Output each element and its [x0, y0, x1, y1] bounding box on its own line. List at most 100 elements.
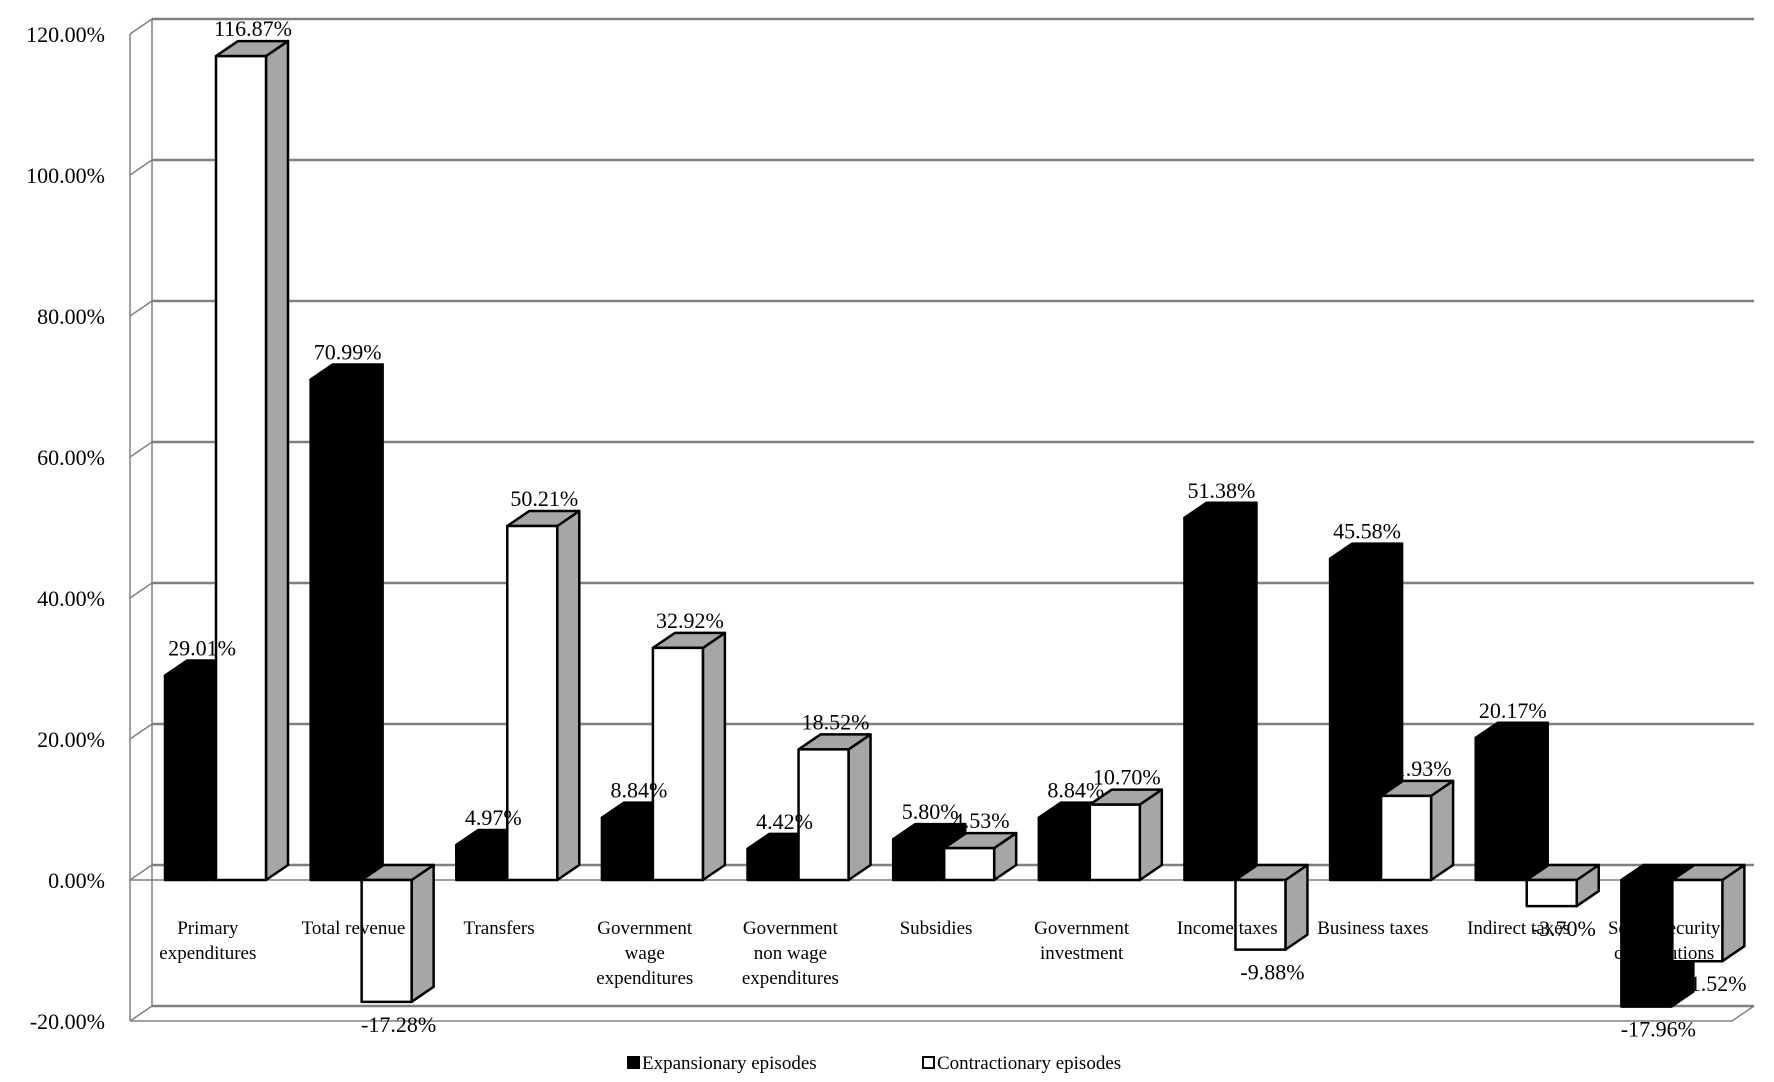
data-label: 116.87%	[214, 16, 292, 41]
contractionary-bar-side	[1429, 779, 1455, 882]
expansionary-bar-front	[309, 378, 362, 882]
data-label: 70.99%	[314, 340, 382, 365]
category-label: Transfers	[464, 918, 535, 939]
category-label: Government investment	[1034, 918, 1130, 964]
expansionary-bar-front	[746, 847, 799, 882]
contractionary-bar	[942, 831, 1018, 882]
y-tick-label: -20.00%	[30, 1009, 105, 1034]
category-label: Government non wage expenditures	[742, 918, 839, 989]
floor-side-edge	[1731, 1005, 1755, 1022]
expansionary-bar-front	[891, 837, 945, 882]
data-label: 11.93%	[1385, 756, 1452, 781]
contractionary-bar	[360, 863, 435, 1004]
data-label: 51.38%	[1188, 478, 1256, 503]
data-label: 8.84%	[610, 778, 667, 803]
expansionary-bar-side	[359, 363, 384, 882]
contractionary-bar-front	[1525, 878, 1578, 908]
contractionary-bar-front	[1088, 803, 1142, 882]
category-label: Subsidies	[900, 918, 973, 939]
contractionary-bar-front	[651, 646, 705, 882]
data-label: 20.17%	[1479, 698, 1547, 723]
expansionary-bar	[309, 363, 384, 882]
category-label: Business taxes	[1317, 918, 1428, 939]
contractionary-bar-side	[847, 733, 872, 882]
y-tick-label: 40.00%	[37, 586, 105, 611]
expansionary-bar	[1474, 721, 1549, 882]
legend-label-contractionary: Contractionary episodes	[937, 1053, 1121, 1074]
category-label: Income taxes	[1177, 918, 1278, 939]
expansionary-bar	[1183, 501, 1258, 882]
contractionary-bar-side	[701, 631, 727, 882]
y-tick-label: 60.00%	[37, 445, 105, 470]
contractionary-bar-front	[797, 748, 850, 882]
data-label: 4.53%	[953, 808, 1010, 833]
contractionary-bar-front	[1671, 878, 1724, 963]
contractionary-bar	[797, 733, 872, 882]
data-label: -9.88%	[1240, 960, 1304, 985]
data-label: 32.92%	[656, 608, 724, 633]
legend-swatch-contractionary	[922, 1056, 935, 1069]
expansionary-bar-front	[1037, 816, 1091, 882]
contractionary-bar-side	[1721, 863, 1746, 963]
data-label: 18.52%	[802, 709, 870, 734]
expansionary-bar-side	[1524, 721, 1549, 882]
category-label: Primary expenditures	[159, 918, 256, 964]
contractionary-bar	[1525, 863, 1600, 908]
contractionary-bar	[506, 509, 581, 882]
expansionary-bar-front	[163, 674, 217, 882]
data-label: 4.97%	[465, 805, 522, 830]
contractionary-bar-side	[556, 509, 581, 882]
expansionary-bar-side	[1233, 501, 1258, 882]
data-label: -17.96%	[1621, 1017, 1696, 1042]
gridline-depth	[129, 582, 153, 599]
y-tick-label: 80.00%	[37, 304, 105, 329]
category-label: Social security contributions	[1608, 918, 1721, 964]
data-label: 50.21%	[510, 486, 578, 511]
gridline-depth	[129, 18, 153, 35]
gridline-depth	[129, 300, 153, 317]
data-label: 4.42%	[756, 809, 813, 834]
contractionary-bar-front	[1234, 878, 1287, 951]
contractionary-bar-front	[942, 846, 996, 882]
y-tick-label: 20.00%	[37, 727, 105, 752]
expansionary-bar-front	[600, 816, 654, 882]
contractionary-bar	[1671, 863, 1746, 963]
contractionary-bar	[1379, 779, 1455, 882]
expansionary-bar-front	[1620, 878, 1673, 1008]
y-tick-label: 0.00%	[48, 868, 105, 893]
data-label: 10.70%	[1093, 765, 1161, 790]
data-label: -17.28%	[361, 1012, 436, 1037]
contractionary-bar	[1234, 863, 1309, 951]
contractionary-bar-front	[360, 878, 413, 1004]
gridline-depth	[129, 1005, 153, 1022]
data-label: 29.01%	[168, 635, 236, 660]
expansionary-bar-front	[1183, 516, 1236, 882]
contractionary-bar-front	[1379, 794, 1433, 882]
legend-label-expansionary: Expansionary episodes	[642, 1053, 817, 1074]
data-label: 5.80%	[902, 799, 959, 824]
contractionary-bar-side	[410, 863, 435, 1004]
category-label: Total revenue	[302, 918, 406, 939]
gridline-depth	[129, 864, 153, 881]
expansionary-bar-front	[1328, 557, 1382, 882]
gridline-depth	[129, 441, 153, 458]
category-label: Government wage expenditures	[596, 918, 693, 989]
contractionary-bar-side	[264, 39, 290, 882]
y-tick-label: 100.00%	[26, 163, 105, 188]
contractionary-bar	[1088, 788, 1164, 882]
contractionary-bar-front	[214, 54, 268, 882]
expansionary-bar-front	[1474, 736, 1527, 882]
data-label: 8.84%	[1047, 778, 1104, 803]
gridline-depth	[129, 159, 153, 176]
contractionary-bar-front	[506, 524, 559, 882]
y-tick-label: 120.00%	[26, 22, 105, 47]
data-label: -3.70%	[1532, 916, 1596, 941]
legend-swatch-expansionary	[627, 1056, 640, 1069]
category-label: Indirect taxes	[1467, 918, 1570, 939]
gridline-depth	[129, 723, 153, 740]
expansionary-bar-front	[455, 843, 508, 882]
contractionary-bar	[214, 39, 290, 882]
data-label: 45.58%	[1333, 519, 1401, 544]
